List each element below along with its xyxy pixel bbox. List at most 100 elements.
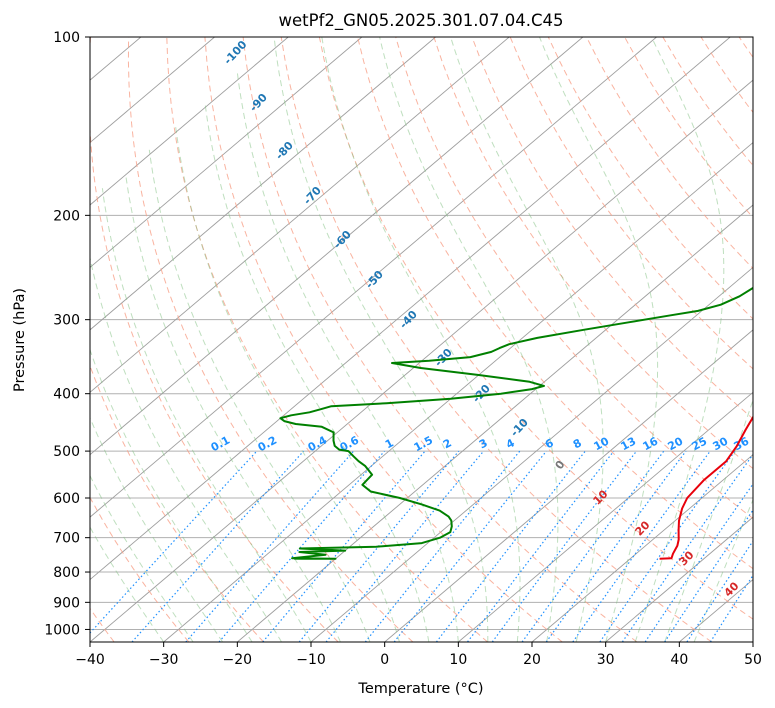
moist-adiabat [321, 37, 521, 642]
moist-adiabat [90, 474, 194, 642]
dry-adiabat [166, 37, 488, 642]
moist-adiabat [693, 498, 753, 642]
moist-adiabat [539, 37, 659, 642]
x-tick-label: 0 [380, 652, 389, 668]
mixing-ratio-label: 25 [690, 435, 710, 454]
isotherm [458, 391, 753, 642]
sounding-traces [279, 286, 753, 560]
mixing-ratio-line [521, 450, 665, 642]
y-tick-label: 600 [53, 491, 80, 507]
mixing-ratio-line [644, 482, 753, 642]
grid-lines [90, 37, 753, 642]
y-tick-label: 500 [53, 444, 80, 460]
dry-adiabat [395, 37, 753, 520]
isotherm [90, 37, 436, 331]
y-axis-title: Pressure (hPa) [12, 288, 28, 392]
x-tick-label: 20 [523, 652, 541, 668]
dry-adiabat [509, 37, 753, 370]
mixing-ratio-line [325, 450, 485, 642]
y-tick-label: 1000 [44, 622, 80, 638]
moist-adiabat [90, 526, 165, 642]
dry-adiabat [318, 37, 753, 620]
moist-adiabat [664, 398, 753, 642]
mixing-ratio-line [491, 450, 637, 642]
dry-adiabat [127, 37, 414, 642]
isotherm [163, 141, 753, 642]
mixing-ratio-line [90, 450, 258, 634]
x-axis-title: Temperature (°C) [357, 681, 483, 697]
x-tick-label: 50 [744, 652, 762, 668]
x-tick-label: 30 [597, 652, 615, 668]
isotherm [90, 37, 363, 269]
dry-adiabat [204, 37, 563, 642]
dry-adiabat [547, 37, 753, 320]
mixing-ratio-line [131, 450, 305, 642]
isotherm [90, 79, 753, 642]
mixing-ratio-line [393, 450, 547, 642]
x-tick-label: 40 [670, 652, 688, 668]
moist-adiabat [236, 72, 459, 642]
y-tick-label: 700 [53, 531, 80, 547]
y-tick-label: 800 [53, 565, 80, 581]
mixing-ratio-line [364, 450, 521, 642]
x-tick-label: 10 [449, 652, 467, 668]
mixing-ratio-line [467, 450, 615, 642]
mixing-ratio-label: 13 [619, 435, 639, 454]
dewpoint-trace [279, 286, 753, 560]
mixing-ratio-line [599, 450, 736, 642]
plot-frame [89, 36, 754, 643]
moist-adiabat [273, 37, 489, 642]
y-tick-label: 400 [53, 387, 80, 403]
x-tick-label: −30 [149, 652, 179, 668]
y-tick-label: 300 [53, 313, 80, 329]
axis-ticks: −40 −30 −20 −10 0 10 20 30 40 50 1000 900 800 700 600 5… [44, 30, 762, 668]
dry-adiabat [90, 364, 264, 642]
mixing-ratio-label: 30 [711, 434, 731, 453]
x-tick-label: −40 [75, 652, 105, 668]
moist-adiabat [90, 348, 253, 642]
mixing-ratio-line [545, 450, 687, 642]
temperature-trace [659, 415, 753, 560]
isotherm [384, 329, 753, 642]
dry-adiabat [90, 37, 339, 642]
dry-adiabat [471, 37, 753, 420]
mixing-ratio-label: 10 [592, 434, 612, 453]
dry-adiabat [90, 496, 190, 642]
moist-adiabat [634, 37, 725, 642]
isotherm [90, 37, 731, 581]
moist-adiabat [125, 173, 341, 642]
isotherm [90, 37, 289, 206]
y-tick-label: 200 [53, 208, 80, 224]
chart-title: wetPf2_GN05.2025.301.07.04.C45 [279, 11, 564, 31]
isotherm [531, 454, 753, 642]
moist-adiabat [450, 37, 604, 642]
moist-adiabat [90, 255, 282, 642]
mixing-ratio-label: 20 [666, 434, 686, 453]
dry-adiabat [280, 37, 712, 642]
x-tick-label: −10 [296, 652, 326, 668]
mixing-ratio-line [298, 450, 460, 642]
mixing-ratio-line [572, 450, 711, 642]
moist-adiabat [204, 104, 430, 642]
y-tick-label: 100 [53, 30, 80, 46]
isotherm [237, 204, 753, 642]
moist-adiabat [148, 149, 371, 642]
mixing-ratio-label: 16 [641, 434, 661, 453]
isotherm [90, 37, 657, 518]
moist-adiabat [90, 416, 224, 642]
isotherm [90, 37, 584, 456]
mixing-ratio-line [686, 539, 753, 642]
dry-adiabat [357, 37, 753, 570]
isotherm [90, 37, 510, 393]
moist-adiabat [101, 188, 312, 642]
y-tick-label: 900 [53, 595, 80, 611]
x-tick-label: −20 [223, 652, 253, 668]
moist-adiabat [174, 123, 400, 642]
isotherm [90, 37, 215, 144]
mixing-ratio-label: 36 [732, 434, 752, 453]
mixing-ratio-line [621, 453, 753, 642]
dry-adiabat [242, 37, 638, 642]
mixing-ratio-line [664, 509, 753, 642]
isotherm [605, 516, 753, 642]
